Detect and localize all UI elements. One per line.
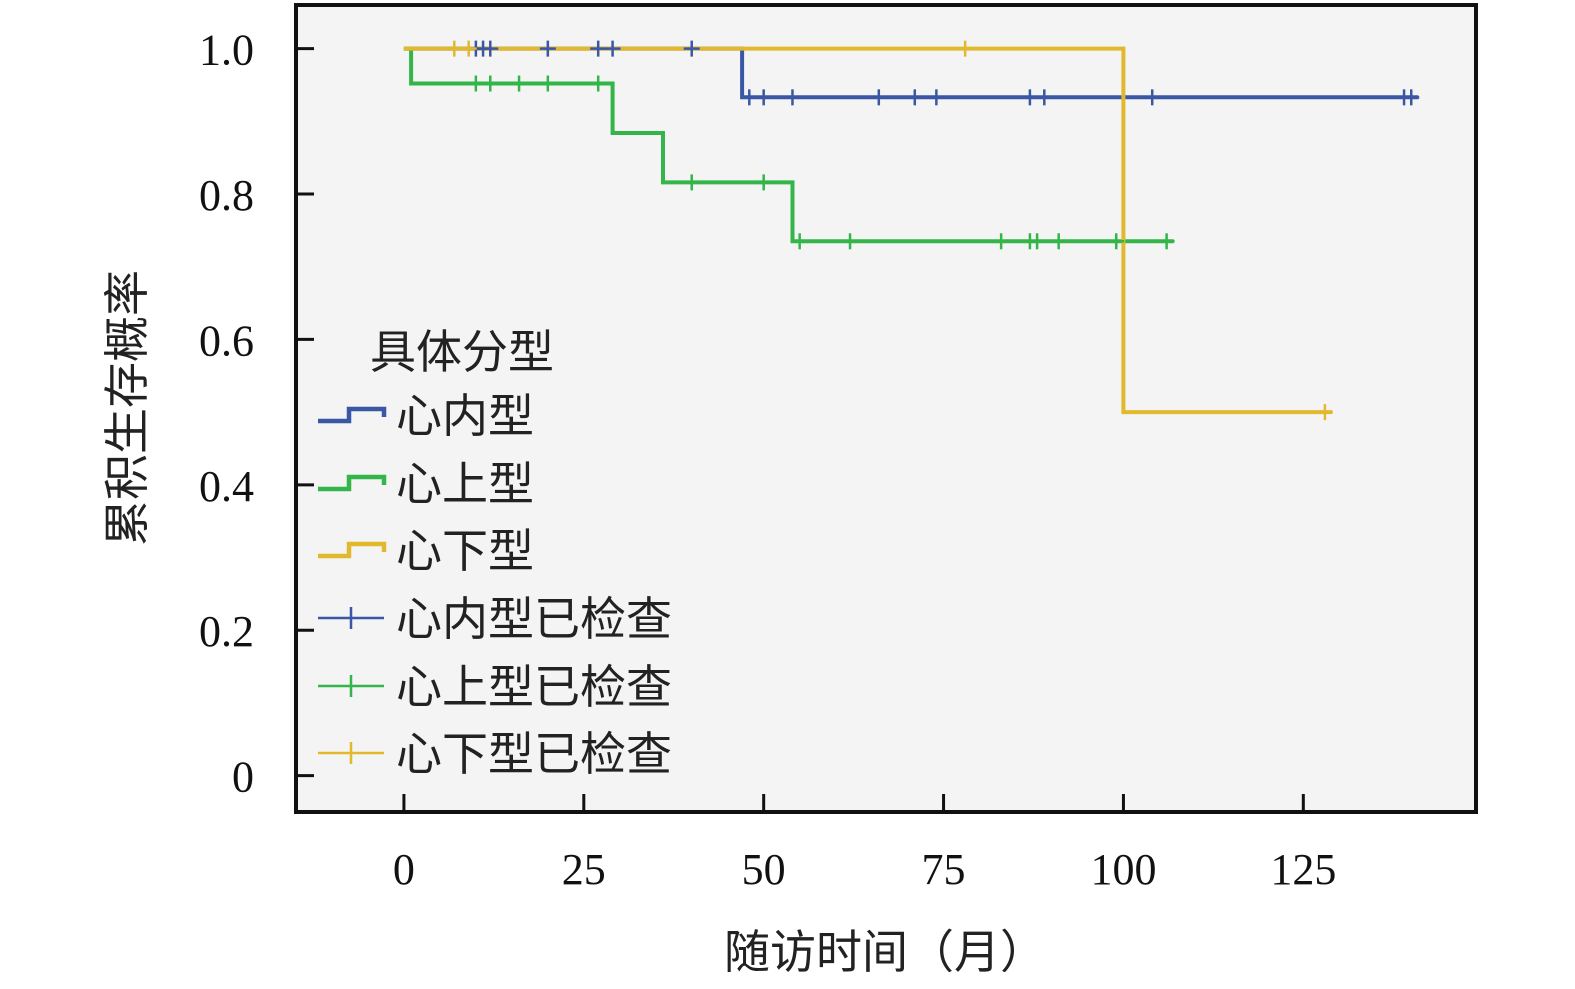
x-tick-label: 25 <box>562 845 606 894</box>
censor-mark-0 <box>928 89 945 106</box>
legend-label-1: 心上型 <box>396 457 534 511</box>
censor-mark-0 <box>1021 89 1038 106</box>
censor-mark-0 <box>1403 89 1420 106</box>
y-tick-label: 0.4 <box>199 462 254 511</box>
censor-mark-0 <box>590 40 607 57</box>
censor-mark-0 <box>906 89 923 106</box>
legend-censor-swatch-0 <box>318 607 384 629</box>
censor-mark-1 <box>1029 233 1046 250</box>
series-line-2 <box>403 46 1333 415</box>
y-tick-label: 0 <box>232 753 254 802</box>
y-tick-label: 0.6 <box>199 316 254 365</box>
censor-mark-1 <box>755 174 772 191</box>
legend-censor-swatch-2 <box>318 742 384 764</box>
legend-step-swatch-1 <box>318 474 387 492</box>
legend-censor-swatch-1 <box>318 675 384 697</box>
x-tick-label: 0 <box>393 845 415 894</box>
censor-mark-1 <box>467 75 484 92</box>
censor-mark-2 <box>460 40 477 57</box>
x-axis-title: 随访时间（月） <box>724 925 1046 979</box>
censor-mark-1 <box>511 75 528 92</box>
censor-mark-1 <box>791 233 808 250</box>
censor-mark-2 <box>957 40 974 57</box>
censor-mark-0 <box>604 40 621 57</box>
x-tick-label: 75 <box>922 845 966 894</box>
y-axis-title: 累积生存概率 <box>100 270 154 546</box>
censor-mark-0 <box>1144 89 1161 106</box>
censor-mark-1 <box>590 75 607 92</box>
censor-mark-0 <box>1036 89 1053 106</box>
censor-mark-1 <box>842 233 859 250</box>
y-tick-label: 1.0 <box>199 26 254 75</box>
censor-mark-1 <box>1158 233 1175 250</box>
x-tick-label: 100 <box>1090 845 1156 894</box>
censor-mark-0 <box>870 89 887 106</box>
censor-mark-1 <box>1050 233 1067 250</box>
censor-mark-0 <box>482 40 499 57</box>
legend-step-swatch-0 <box>318 406 387 424</box>
series-line-1 <box>403 46 1174 244</box>
x-tick-label: 125 <box>1270 845 1336 894</box>
censor-mark-0 <box>683 40 700 57</box>
legend-title: 具体分型 <box>370 325 554 379</box>
legend-label-2: 心下型 <box>396 524 534 578</box>
y-tick-label: 0.2 <box>199 607 254 656</box>
censor-mark-1 <box>683 174 700 191</box>
plot-area <box>294 3 1478 814</box>
censor-mark-0 <box>741 89 758 106</box>
censor-mark-1 <box>539 75 556 92</box>
censor-mark-0 <box>784 89 801 106</box>
censor-mark-2 <box>1316 404 1333 421</box>
censor-mark-0 <box>539 40 556 57</box>
legend-censor-label-2: 心下型已检查 <box>396 727 672 781</box>
censor-mark-2 <box>446 40 463 57</box>
censor-mark-1 <box>1108 233 1125 250</box>
censor-mark-0 <box>755 89 772 106</box>
x-tick-label: 50 <box>742 845 786 894</box>
censor-mark-1 <box>993 233 1010 250</box>
legend-label-0: 心内型 <box>396 389 534 443</box>
y-tick-label: 0.8 <box>199 171 254 220</box>
legend-step-swatch-2 <box>318 541 387 559</box>
legend-censor-label-1: 心上型已检查 <box>396 660 672 714</box>
censor-mark-1 <box>482 75 499 92</box>
legend-censor-label-0: 心内型已检查 <box>396 592 672 646</box>
